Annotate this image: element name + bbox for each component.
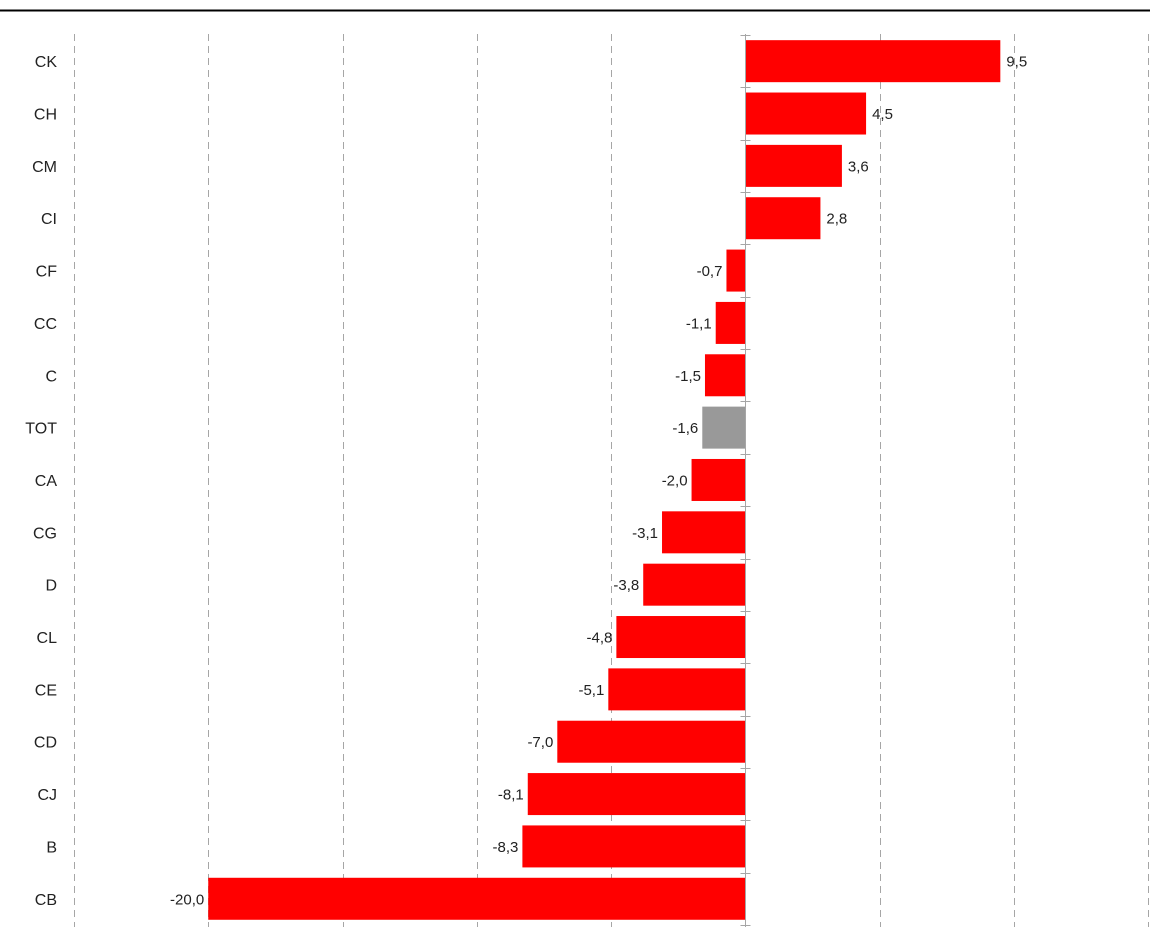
category-label: CD (34, 735, 57, 752)
value-label: -0,7 (697, 263, 723, 280)
value-label: 2,8 (826, 211, 847, 228)
bars (208, 40, 1001, 920)
bar-cj (527, 773, 746, 816)
bar-cc (715, 301, 746, 344)
category-label: CF (36, 264, 58, 281)
category-label: CL (37, 630, 58, 647)
value-label: -4,8 (587, 630, 613, 647)
category-label: CJ (37, 787, 57, 804)
category-label: D (45, 578, 57, 595)
value-label: -5,1 (578, 682, 604, 699)
value-label: -3,8 (613, 577, 639, 594)
bar-c (704, 354, 746, 397)
value-label: -7,0 (527, 734, 553, 751)
bar-ce (608, 668, 746, 711)
bar-cg (662, 511, 746, 554)
value-label: 4,5 (872, 106, 893, 123)
bar-tot (702, 406, 746, 449)
category-label: CB (35, 892, 57, 909)
value-label: -20,0 (170, 891, 204, 908)
bar-cb (208, 877, 746, 920)
bar-cm (745, 144, 842, 187)
bar-cf (726, 249, 746, 292)
value-label: 9,5 (1006, 54, 1027, 71)
grid-lines (74, 34, 1149, 927)
value-label: 3,6 (848, 158, 869, 175)
category-label: CE (35, 682, 57, 699)
bar-ch (745, 92, 867, 135)
category-label: TOT (25, 421, 57, 438)
bar-ca (691, 458, 746, 501)
category-label: CH (34, 107, 57, 124)
bar-b (522, 825, 746, 868)
value-label: -1,6 (672, 420, 698, 437)
bar-cd (557, 720, 746, 763)
category-label: CI (41, 211, 57, 228)
value-label: -3,1 (632, 525, 658, 542)
value-labels: 9,5 4,5 3,6 2,8 -0,7 -1,1 -1,5 -1,6 -2,0 -3,1 -3,8… (170, 54, 1027, 909)
bar-ck (745, 40, 1001, 83)
value-label: -1,5 (675, 368, 701, 385)
zero-axis (740, 34, 751, 927)
bar-cl (616, 616, 746, 659)
value-label: -1,1 (686, 315, 712, 332)
bar-d (643, 563, 746, 606)
category-label: CK (35, 54, 58, 71)
category-label: CA (35, 473, 58, 490)
category-label: CM (32, 159, 57, 176)
category-label: C (45, 368, 57, 385)
category-label: CG (33, 525, 57, 542)
category-label: CC (34, 316, 57, 333)
value-label: -2,0 (662, 472, 688, 489)
value-label: -8,3 (493, 839, 519, 856)
category-label: B (46, 839, 57, 856)
value-label: -8,1 (498, 787, 524, 804)
bar-ci (745, 197, 821, 240)
